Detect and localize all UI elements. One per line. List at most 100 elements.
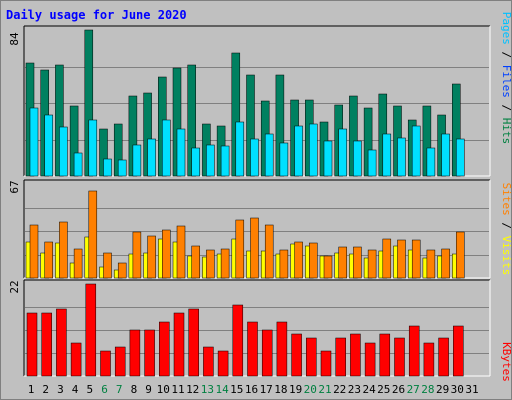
x-label-day-27: 27 [407,383,420,396]
visits-bar-sites-day-3 [59,221,68,279]
x-label-day-21: 21 [318,383,331,396]
x-label-day-9: 9 [145,383,152,396]
kbytes-bar-kbytes-day-17 [261,329,273,377]
hits-bar-pages-day-30 [456,138,465,177]
kbytes-bar-kbytes-day-8 [129,329,141,377]
hits-bar-pages-day-15 [235,121,245,177]
hits-bar-pages-day-18 [279,142,289,177]
kbytes-bar-kbytes-day-29 [438,337,449,377]
hits-bar-pages-day-22 [338,128,347,177]
kbytes-bar-kbytes-day-21 [320,350,332,377]
visits-panel-legend: Sites / Visits [500,183,512,276]
x-label-day-17: 17 [260,383,273,396]
visits-sites-panel [23,179,491,279]
hits-bar-pages-day-16 [250,138,259,177]
kbytes-bar-kbytes-day-3 [56,308,67,377]
x-label-day-24: 24 [362,383,376,396]
x-label-day-29: 29 [436,383,449,396]
hits-bar-pages-day-26 [397,137,406,177]
x-label-day-26: 26 [392,383,405,396]
hits-bar-pages-day-12 [191,147,200,177]
x-label-day-5: 5 [86,383,93,396]
hits-bar-pages-day-11 [176,128,186,177]
visits-bar-sites-day-24 [367,249,377,279]
kbytes-bar-kbytes-day-27 [408,325,420,377]
x-label-day-20: 20 [304,383,317,396]
hits-bar-pages-day-29 [441,133,450,177]
visits-bar-sites-day-6 [103,252,112,279]
visits-bar-sites-day-23 [353,246,362,279]
hits-bar-pages-day-23 [353,140,362,177]
hits-bar-pages-day-25 [382,133,392,177]
x-label-day-19: 19 [289,383,302,396]
visits-bar-sites-day-14 [220,248,230,279]
kbytes-bar-kbytes-day-18 [276,321,288,377]
kbytes-bar-kbytes-day-12 [188,308,199,377]
hits-bar-pages-day-20 [309,123,318,177]
visits-bar-sites-day-4 [73,248,83,279]
visits-bar-sites-day-21 [323,255,333,279]
legend-sep-1: / [500,45,512,65]
x-label-day-25: 25 [377,383,390,396]
visits-panel-max-label: 67 [8,180,21,193]
hits-bar-pages-day-4 [73,152,83,177]
visits-bar-sites-day-13 [206,249,215,279]
x-label-day-3: 3 [57,383,64,396]
visits-bar-sites-day-25 [382,238,392,279]
kbytes-bar-kbytes-day-15 [232,304,244,377]
hits-bar-pages-day-14 [220,145,230,177]
x-label-day-1: 1 [28,383,35,396]
visits-bar-sites-day-10 [162,229,171,279]
kbytes-bar-kbytes-day-2 [41,312,52,377]
kbytes-bar-kbytes-day-1 [26,312,38,377]
kbytes-bar-kbytes-day-23 [350,333,361,377]
x-label-day-18: 18 [274,383,287,396]
hits-files-pages-panel [23,25,491,177]
kbytes-bar-kbytes-day-24 [364,342,376,377]
visits-bar-sites-day-5 [88,190,98,279]
x-axis-day-labels: 1 2 3 4 5 6 7 8 9 10 11 12 13 14 15 16 17 18 19 20 21 22 23 24 2… [28,383,479,396]
x-label-day-23: 23 [348,383,361,396]
legend-sep-3: / [500,216,512,236]
visits-bar-sites-day-22 [338,246,347,279]
hits-panel-max-label: 84 [8,32,21,46]
kbytes-bar-kbytes-day-9 [144,329,155,377]
legend-visits: Visits [500,236,512,276]
legend-sites: Sites [500,183,512,216]
hits-bar-pages-day-21 [323,140,333,177]
x-label-day-4: 4 [72,383,79,396]
x-label-day-13: 13 [201,383,214,396]
visits-bar-sites-day-20 [309,242,318,279]
x-label-day-11: 11 [171,383,184,396]
kbytes-bar-kbytes-day-10 [159,321,170,377]
x-label-day-7: 7 [116,383,123,396]
visits-bar-sites-day-7 [117,262,127,279]
x-label-day-2: 2 [42,383,49,396]
hits-bar-pages-day-9 [147,138,156,177]
visits-bar-sites-day-19 [294,241,303,279]
visits-bar-sites-day-28 [426,249,436,279]
kbytes-panel-legend: KBytes [500,342,512,382]
hits-bar-pages-day-28 [426,147,436,177]
x-label-day-14: 14 [215,383,229,396]
hits-panel-legend: Pages / Files / Hits [500,12,512,145]
kbytes-bar-kbytes-day-6 [100,350,111,377]
kbytes-bar-kbytes-day-16 [247,321,258,377]
x-label-day-10: 10 [157,383,170,396]
x-label-day-12: 12 [186,383,199,396]
x-label-day-30: 30 [451,383,464,396]
kbytes-bar-kbytes-day-22 [335,337,346,377]
visits-bar-sites-day-16 [250,217,259,279]
x-label-day-15: 15 [230,383,243,396]
hits-bar-pages-day-17 [264,133,274,177]
visits-bar-sites-day-26 [397,239,406,279]
kbytes-bar-kbytes-day-28 [423,342,435,377]
visits-bar-sites-day-30 [456,231,465,279]
kbytes-bar-kbytes-day-4 [70,342,82,377]
kbytes-bar-kbytes-day-11 [173,312,185,377]
kbytes-panel-max-label: 22 [8,280,21,293]
visits-bar-sites-day-29 [441,248,450,279]
x-label-day-16: 16 [245,383,258,396]
kbytes-bar-kbytes-day-26 [394,337,405,377]
